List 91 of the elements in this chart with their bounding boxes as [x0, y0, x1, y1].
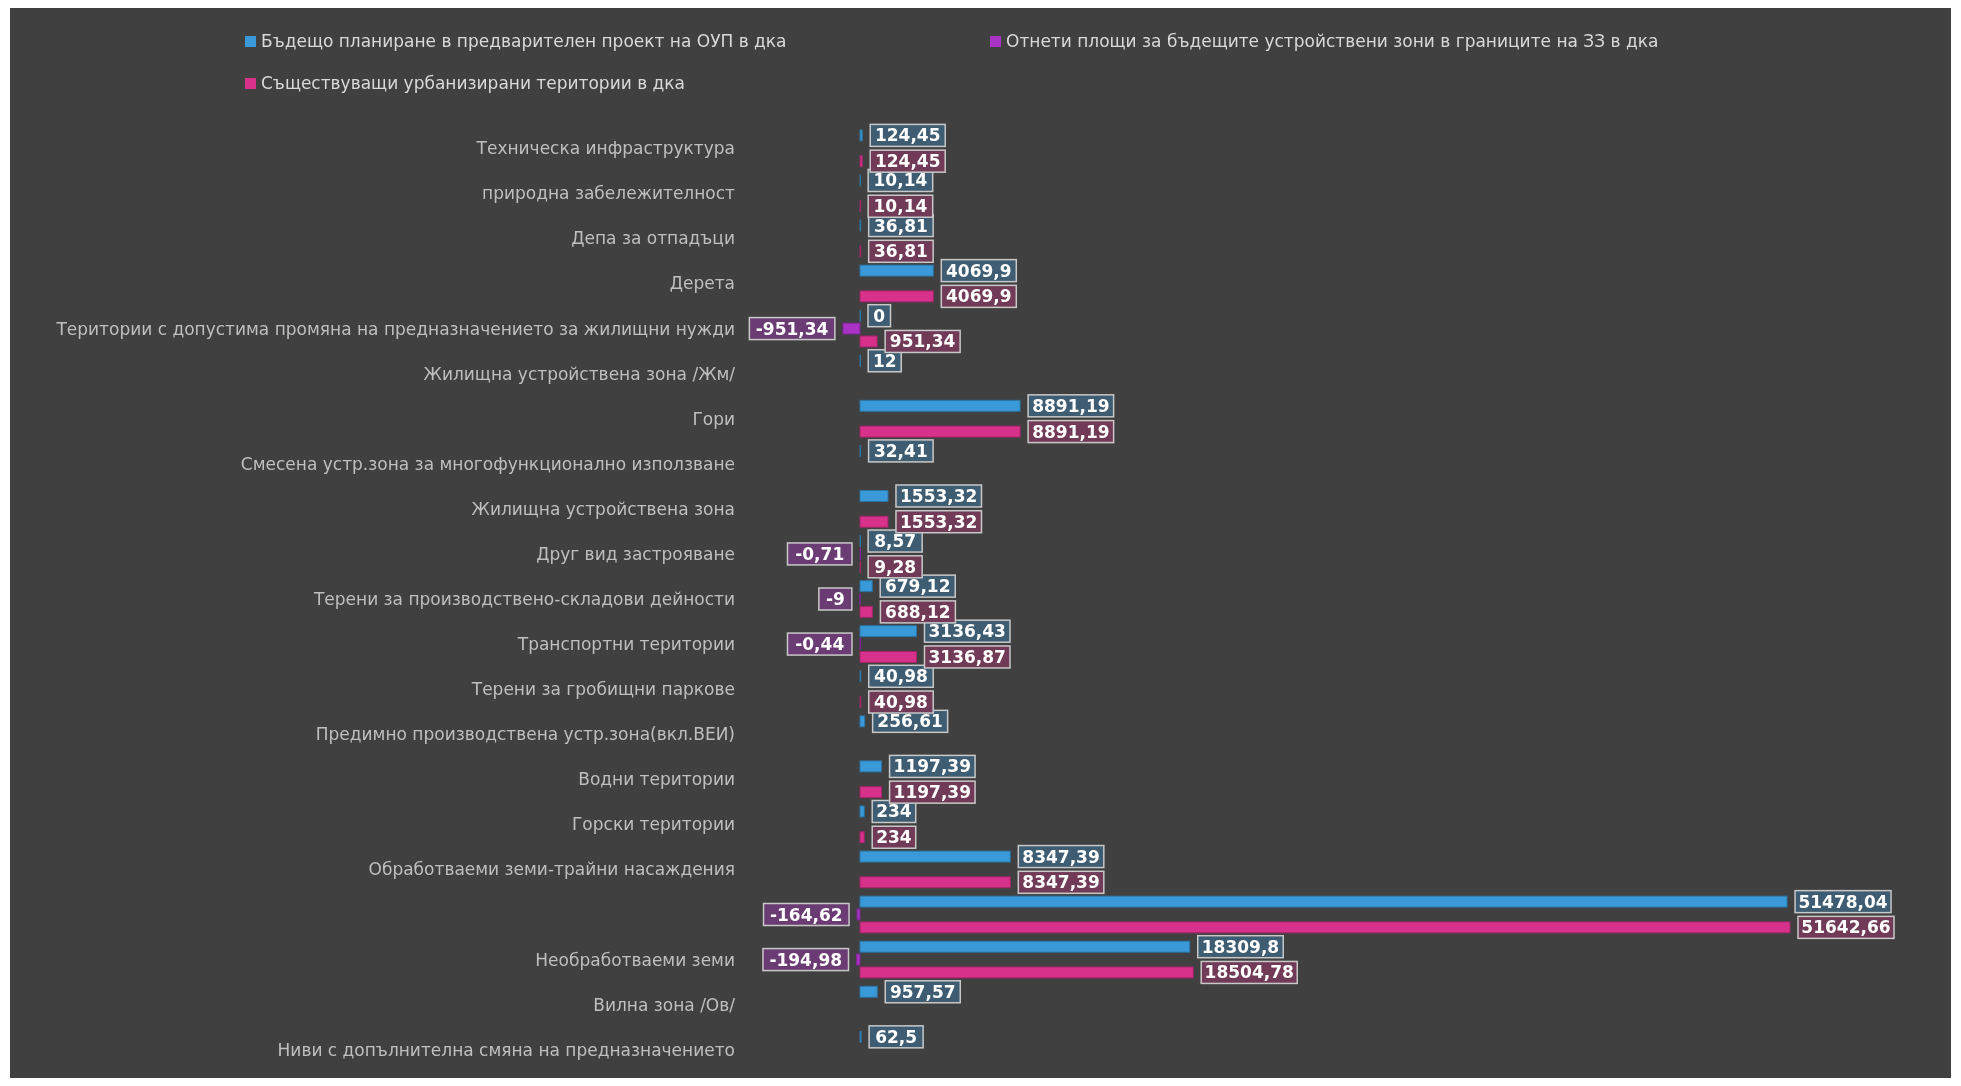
data-label: 8,57 — [874, 531, 917, 552]
data-label: 0 — [873, 305, 886, 326]
y-tick-label: Предимно производствена устр.зона(вкл.ВЕИ) — [315, 724, 735, 745]
bar — [859, 921, 1791, 934]
data-label: 32,41 — [873, 440, 928, 461]
data-label: 124,45 — [874, 125, 941, 146]
data-label: 234 — [876, 801, 912, 822]
bar — [859, 940, 1191, 953]
y-tick-label: Необработваеми земи — [535, 949, 735, 970]
data-label: 957,57 — [889, 981, 956, 1002]
bar — [859, 715, 866, 728]
data-label: 4069,9 — [945, 260, 1012, 281]
data-label: 8891,19 — [1032, 395, 1110, 416]
y-tick-label: Терени за производствено-складови дейности — [312, 589, 735, 609]
bar — [859, 335, 878, 348]
data-label: 3136,43 — [928, 621, 1006, 642]
data-label: 8891,19 — [1032, 421, 1110, 442]
bar — [856, 908, 861, 921]
data-label: 10,14 — [873, 196, 928, 217]
data-label: -0,71 — [795, 543, 845, 564]
y-tick-label: Депа за отпадъци — [571, 228, 735, 249]
data-label: 51642,66 — [1801, 917, 1891, 938]
data-label: 1197,39 — [893, 756, 972, 777]
y-tick-label: Вилна зона /Ов/ — [593, 994, 736, 1015]
y-tick-label: природна забележителност — [482, 183, 736, 204]
y-tick-label: Гори — [692, 408, 735, 429]
data-label: 688,12 — [885, 601, 951, 622]
y-tick-label: Водни територии — [578, 769, 735, 790]
y-tick-label: Терени за гробищни паркове — [470, 679, 735, 700]
data-label: 4069,9 — [945, 286, 1012, 307]
y-tick-label: Техническа инфраструктура — [475, 138, 735, 159]
data-label: -194,98 — [769, 949, 843, 970]
bar — [859, 850, 1011, 863]
data-label: 8347,39 — [1022, 872, 1100, 893]
data-label: 18309,8 — [1201, 936, 1280, 957]
bar — [855, 953, 861, 966]
bar — [859, 399, 1021, 412]
bar — [859, 155, 863, 168]
data-label: 10,14 — [873, 170, 928, 191]
data-label: 12 — [872, 350, 897, 371]
bar — [859, 876, 1011, 889]
data-label: -9 — [825, 589, 845, 609]
bar — [859, 985, 878, 998]
data-label: 40,98 — [874, 692, 928, 713]
y-tick-label: Дерета — [669, 273, 735, 294]
data-label: 234 — [876, 827, 912, 848]
bar — [859, 805, 865, 818]
bar — [859, 290, 934, 303]
data-label: 62,5 — [875, 1026, 918, 1047]
data-label: -164,62 — [769, 904, 843, 925]
bar — [859, 831, 865, 844]
bar — [859, 580, 873, 593]
bar — [859, 895, 1788, 908]
y-tick-label: Територии с допустима промяна на предназначението за жилищни нужди — [55, 318, 735, 339]
data-label: 256,61 — [877, 711, 943, 732]
y-tick-label: Жилищна устройствена зона — [471, 498, 735, 519]
bar — [859, 605, 873, 618]
data-label: 1197,39 — [893, 782, 972, 803]
data-label: 40,98 — [874, 666, 928, 687]
data-label: 679,12 — [884, 576, 951, 597]
bar — [859, 786, 883, 799]
bar — [859, 515, 889, 528]
data-label: -0,44 — [795, 634, 845, 655]
data-label: 8347,39 — [1022, 846, 1100, 867]
data-label: 124,45 — [874, 151, 941, 172]
bar — [859, 760, 883, 773]
data-label: 951,34 — [889, 331, 956, 352]
bar — [859, 129, 863, 142]
data-label: 3136,87 — [928, 646, 1006, 667]
legend-label: Бъдещо планиране в предварителен проект на ОУП в дка — [261, 31, 787, 51]
data-label: 1553,32 — [900, 511, 978, 532]
y-tick-label: Горски територии — [571, 814, 735, 835]
y-tick-label: Транспортни територии — [516, 634, 735, 655]
y-tick-label: Обработваеми земи-трайни насаждения — [368, 859, 735, 880]
data-label: 51478,04 — [1798, 891, 1888, 912]
bar — [842, 322, 861, 335]
data-label: 9,28 — [874, 556, 917, 577]
data-label: 36,81 — [874, 215, 928, 236]
data-label: 36,81 — [874, 241, 928, 262]
data-label: -951,34 — [755, 318, 829, 339]
y-tick-label: Ниви с допълнителна смяна на предназначението — [277, 1039, 735, 1060]
data-label: 1553,32 — [900, 485, 978, 506]
y-tick-label: Смесена устр.зона за многофункционално използване — [240, 453, 735, 474]
y-tick-label: Друг вид застрояване — [536, 543, 735, 564]
y-tick-label: Жилищна устройствена зона /Жм/ — [423, 363, 736, 384]
bar — [859, 966, 1194, 979]
legend-label: Отнети площи за бъдещите устройствени зони в границите на ЗЗ в дка — [1006, 31, 1659, 51]
bar — [859, 490, 889, 502]
data-label: 18504,78 — [1204, 962, 1294, 983]
legend-label: Съществуващи урбанизирани територии в дка — [261, 73, 686, 93]
bar — [859, 425, 1021, 438]
